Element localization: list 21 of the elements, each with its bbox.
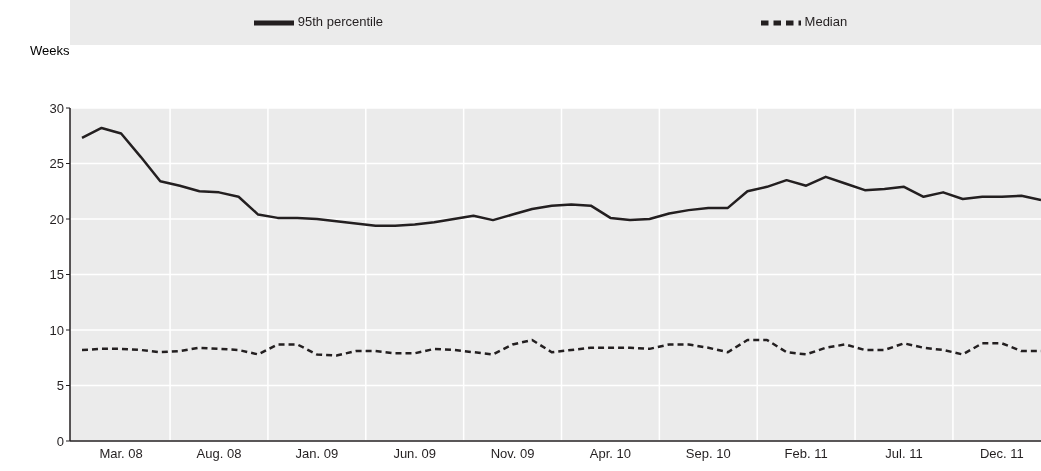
- y-tick-label: 0: [56, 433, 64, 449]
- x-tick-label: Jun. 09: [393, 446, 437, 462]
- y-tick-label: 30: [49, 100, 64, 116]
- x-tick-label: Nov. 09: [490, 446, 535, 462]
- x-tick-label: Jan. 09: [295, 446, 339, 462]
- line-series: [80, 126, 1041, 227]
- x-tick-label: Apr. 10: [589, 446, 632, 462]
- y-tick-label: 20: [49, 211, 64, 227]
- x-tick-label: Sep. 10: [685, 446, 731, 462]
- x-tick-label: Mar. 08: [99, 446, 143, 462]
- y-tick-label: 25: [49, 156, 64, 172]
- x-tick-label: Dec. 11: [979, 446, 1024, 462]
- y-tick-label: 15: [49, 267, 64, 283]
- legend-label: Median: [804, 13, 848, 29]
- x-tick-label: Feb. 11: [784, 446, 828, 462]
- y-tick-label: 10: [49, 322, 64, 338]
- y-axis-title: Weeks: [30, 43, 70, 58]
- legend-label: 95th percentile: [297, 13, 384, 29]
- y-tick-label: 5: [56, 378, 64, 394]
- x-tick-label: Jul. 11: [885, 446, 923, 462]
- x-tick-label: Aug. 08: [196, 446, 242, 462]
